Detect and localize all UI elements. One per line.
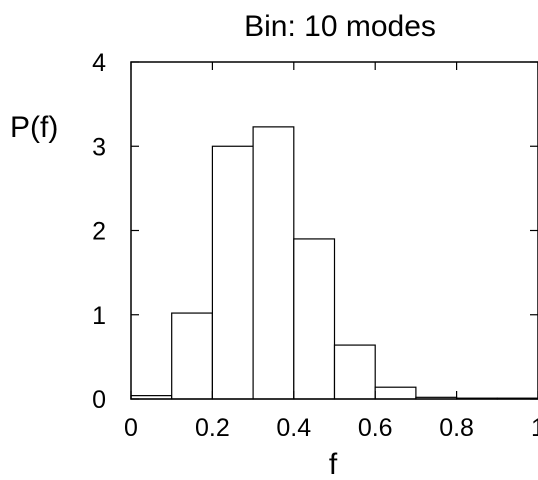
y-axis-label: P(f) [10,111,58,144]
x-tick-label: 0.4 [276,414,311,442]
x-tick-label: 0.8 [439,414,474,442]
y-tick-label: 0 [92,386,106,414]
histogram-bar [374,386,417,400]
x-axis-label: f [329,448,338,480]
histogram-bar [333,344,376,400]
x-tick-label: 0.6 [358,414,393,442]
y-axis-ticks: 0 1 2 3 4 [92,49,538,414]
histogram-bars [130,126,538,400]
y-tick-label: 1 [92,302,106,330]
y-tick-label: 2 [92,218,106,246]
y-tick-label: 4 [92,49,106,77]
histogram-bar [293,238,336,400]
chart-title: Bin: 10 modes [244,10,436,43]
y-tick-label: 3 [92,133,106,161]
x-tick-label: 1 [531,414,538,442]
x-tick-label: 0.2 [195,414,230,442]
histogram-bar [211,145,254,400]
histogram-bar [171,312,213,400]
x-tick-label: 0 [124,414,138,442]
x-axis-ticks: 0 0.2 0.4 0.6 0.8 1 [124,62,538,442]
histogram-bar [252,126,295,400]
